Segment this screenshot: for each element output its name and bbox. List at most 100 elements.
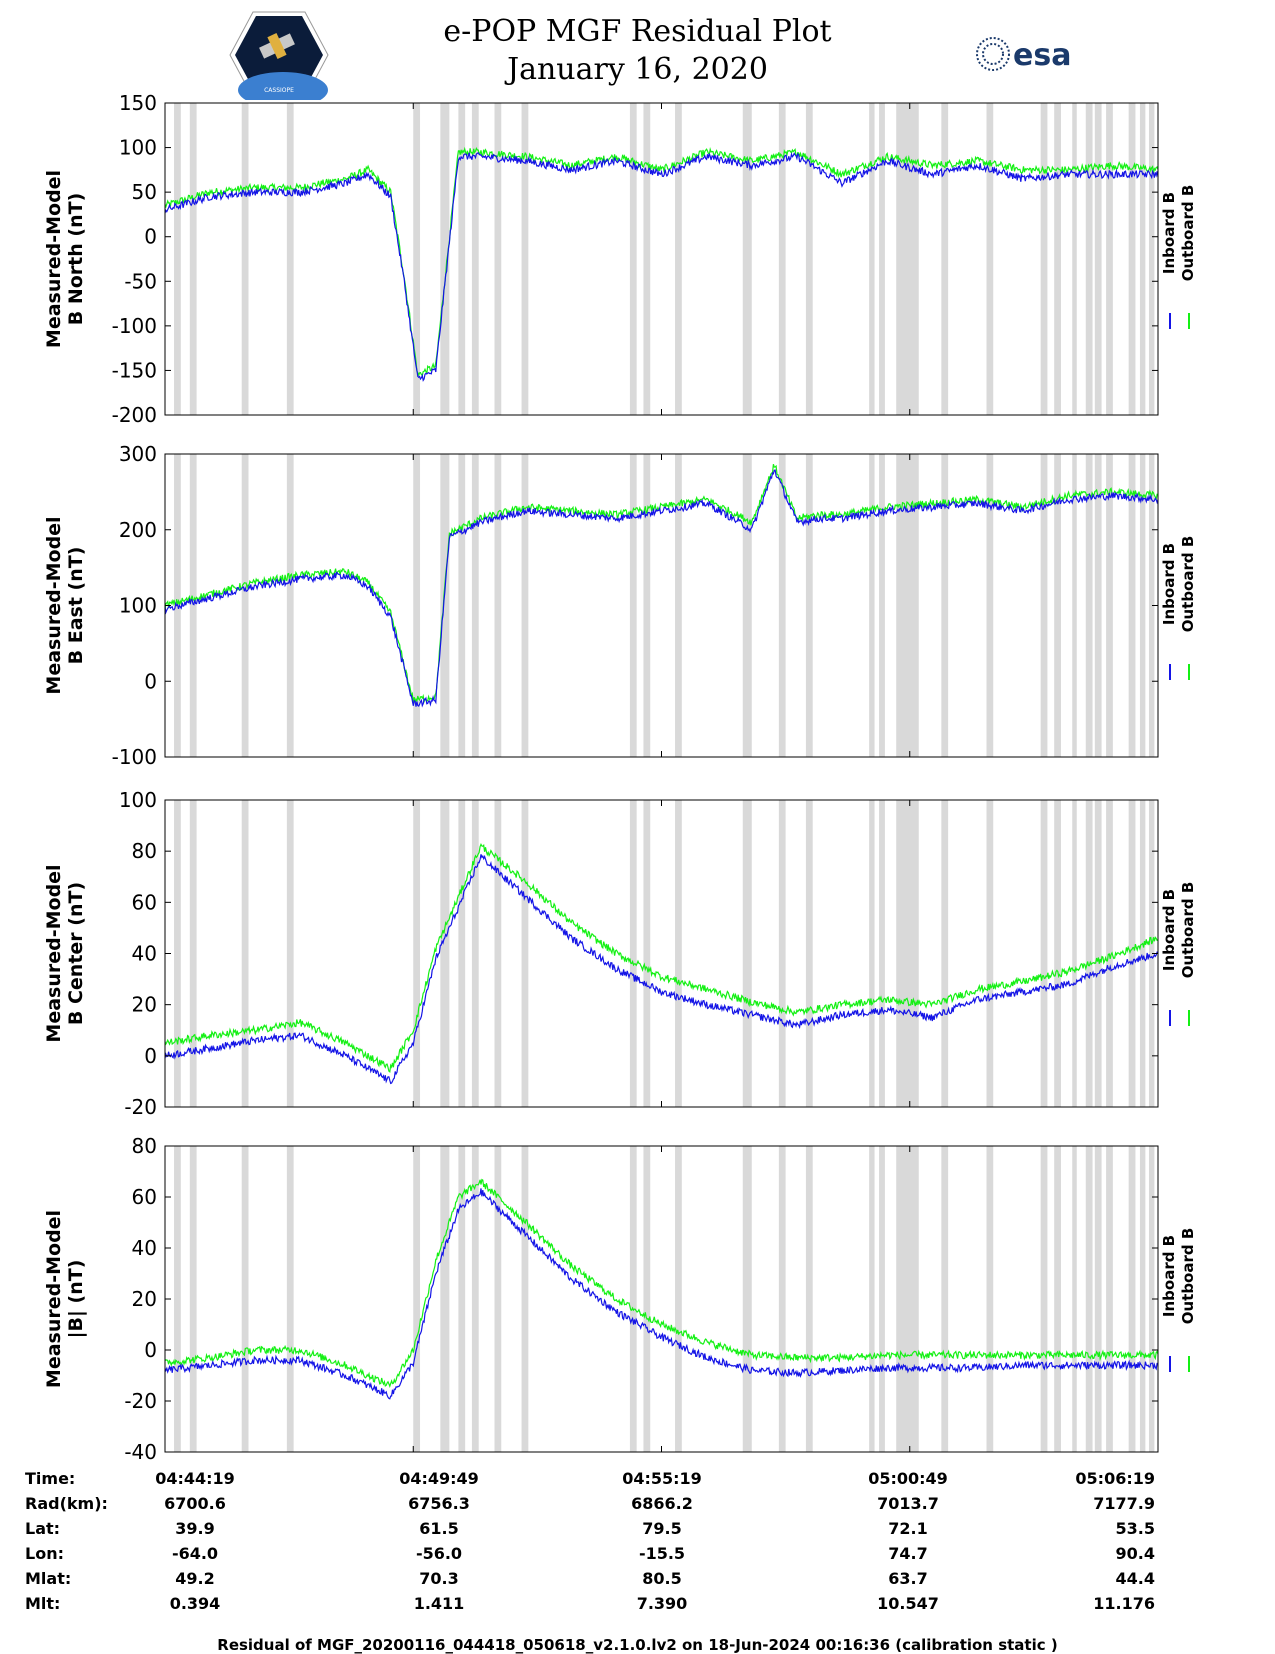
ephemeris-row-label: Mlt:: [25, 1594, 60, 1613]
data-gap-band: [805, 800, 813, 1107]
data-gap-band: [413, 1146, 421, 1452]
data-gap-band: [1139, 103, 1146, 415]
data-gap-band: [1040, 1146, 1048, 1452]
y-tick-label: -20: [124, 1389, 157, 1413]
legend-outboard-label: Outboard B: [1179, 1228, 1197, 1325]
ephemeris-row-label: Lon:: [25, 1544, 64, 1563]
data-gap-band: [241, 454, 249, 757]
data-gap-band: [1128, 800, 1136, 1107]
data-gap-band: [941, 800, 949, 1107]
data-gap-band: [896, 103, 919, 415]
data-gap-band: [241, 1146, 249, 1452]
data-gap-band: [1148, 800, 1155, 1107]
data-gap-band: [440, 1146, 450, 1452]
data-gap-band: [1128, 103, 1136, 415]
data-gap-band: [986, 103, 994, 415]
ephemeris-value: -56.0: [416, 1544, 462, 1563]
data-gap-band: [941, 454, 949, 757]
data-gap-band: [869, 800, 875, 1107]
data-gap-band: [494, 103, 502, 415]
y-tick-label: 100: [119, 594, 157, 618]
ephemeris-value: 7.390: [637, 1594, 688, 1613]
legend-inboard-label: Inboard B: [1160, 889, 1178, 971]
data-gap-band: [675, 103, 682, 415]
data-gap-band: [778, 1146, 786, 1452]
data-gap-band: [1054, 103, 1061, 415]
svg-text:CASSIOPE: CASSIOPE: [264, 87, 294, 94]
data-gap-band: [805, 1146, 813, 1452]
data-gap-band: [413, 800, 421, 1107]
ephemeris-value: 04:55:19: [622, 1469, 702, 1488]
data-gap-band: [1139, 800, 1146, 1107]
data-gap-band: [805, 103, 813, 415]
data-gap-band: [1094, 103, 1102, 415]
plot-title: e-POP MGF Residual Plot: [443, 14, 832, 49]
data-gap-band: [286, 1146, 294, 1452]
ephemeris-row-label: Time:: [25, 1469, 75, 1488]
ephemeris-value: 74.7: [888, 1544, 927, 1563]
data-gap-band: [742, 1146, 752, 1452]
data-gap-band: [471, 800, 479, 1107]
data-gap-band: [458, 103, 466, 415]
data-gap-band: [742, 103, 752, 415]
panel-2: 300 200 100 0 -100 Measured-ModelB East (nT) I…: [43, 442, 1197, 769]
data-gap-band: [189, 800, 197, 1107]
series-line-inboard: [164, 1188, 1159, 1400]
y-tick-label: -50: [124, 269, 157, 293]
data-gap-band: [471, 103, 479, 415]
data-gap-band: [241, 103, 249, 415]
data-gap-band: [1128, 1146, 1136, 1452]
ephemeris-value: 7013.7: [877, 1494, 939, 1513]
data-gap-band: [440, 800, 450, 1107]
data-gap-band: [1094, 1146, 1102, 1452]
esa-logo-icon: esa: [976, 37, 1071, 73]
data-gap-band: [1072, 103, 1077, 415]
data-gap-band: [521, 454, 529, 757]
ephemeris-value: 79.5: [642, 1519, 681, 1538]
ephemeris-value: 04:44:19: [155, 1469, 235, 1488]
data-gap-band: [1106, 1146, 1113, 1452]
data-gap-band: [986, 454, 994, 757]
data-gap-band: [986, 800, 994, 1107]
legend-inboard-label: Inboard B: [1160, 543, 1178, 625]
data-gap-band: [1148, 454, 1155, 757]
data-gap-band: [1085, 103, 1093, 415]
ephemeris-value: 6866.2: [631, 1494, 693, 1513]
y-tick-label: -200: [112, 403, 157, 427]
data-gap-band: [494, 454, 502, 757]
y-tick-label: -40: [124, 1440, 157, 1464]
data-gap-band: [413, 103, 421, 415]
data-gap-band: [471, 1146, 479, 1452]
data-gap-band: [174, 103, 181, 415]
y-tick-label: 0: [144, 1338, 157, 1362]
axes-box: [164, 1145, 1159, 1453]
legend-inboard-label: Inboard B: [1160, 1235, 1178, 1317]
data-gap-band: [629, 800, 637, 1107]
ephemeris-value: 7177.9: [1093, 1494, 1155, 1513]
ephemeris-value: 1.411: [414, 1594, 465, 1613]
data-gap-band: [778, 454, 786, 757]
data-gap-band: [1094, 800, 1102, 1107]
data-gap-band: [629, 103, 637, 415]
y-tick-label: -100: [112, 314, 157, 338]
legend-outboard-label: Outboard B: [1179, 185, 1197, 282]
ephemeris-value: 6700.6: [164, 1494, 226, 1513]
y-tick-label: 50: [132, 180, 157, 204]
ephemeris-value: 90.4: [1116, 1544, 1155, 1563]
axes-box: [164, 799, 1159, 1108]
ephemeris-row-label: Lat:: [25, 1519, 60, 1538]
ephemeris-value: 04:49:49: [399, 1469, 479, 1488]
ephemeris-value: 39.9: [175, 1519, 214, 1538]
ephemeris-value: 53.5: [1116, 1519, 1155, 1538]
y-tick-label: 150: [119, 91, 157, 115]
data-gap-band: [1085, 1146, 1093, 1452]
y-axis-label: Measured-Model|B| (nT): [43, 1210, 87, 1388]
y-tick-label: 60: [132, 1185, 157, 1209]
panel-1: 150 100 50 0 -50 -100 -150 -200 Measured-ModelB …: [43, 91, 1197, 427]
data-gap-band: [643, 454, 651, 757]
ephemeris-value: 05:00:49: [868, 1469, 948, 1488]
data-gap-band: [1106, 103, 1113, 415]
series-line-inboard: [164, 469, 1159, 708]
y-tick-label: 100: [119, 136, 157, 160]
ephemeris-value: 6756.3: [408, 1494, 470, 1513]
